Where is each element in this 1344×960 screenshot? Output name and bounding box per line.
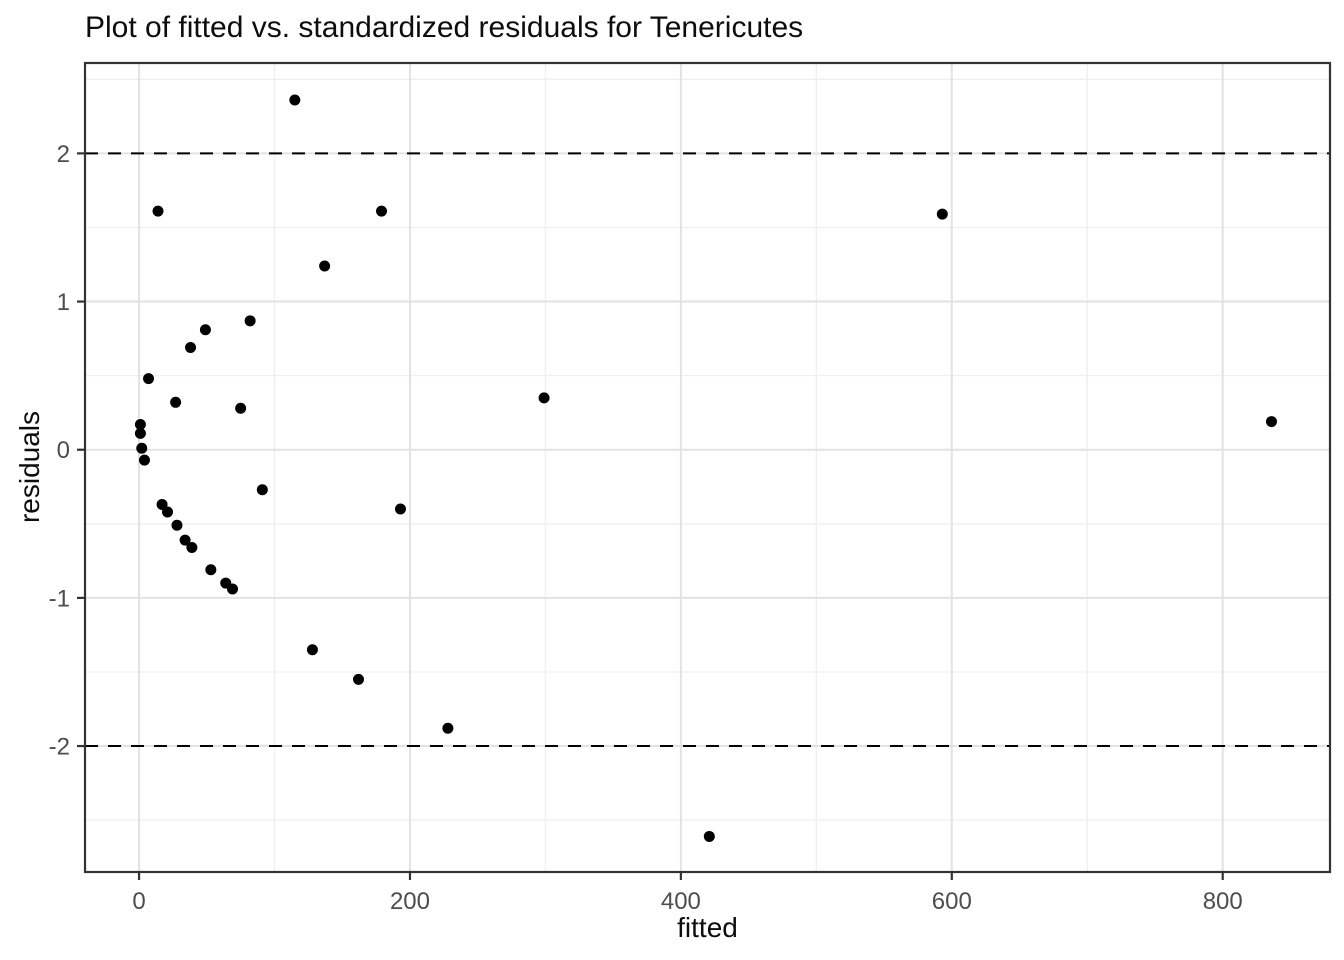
- data-point: [171, 519, 183, 531]
- x-tick-label: 400: [661, 888, 701, 915]
- y-tick-label: -2: [49, 734, 70, 761]
- data-point: [936, 208, 948, 220]
- data-point: [170, 396, 182, 408]
- data-point: [538, 392, 550, 404]
- data-point: [134, 427, 146, 439]
- data-point: [186, 542, 198, 554]
- data-point: [152, 205, 164, 217]
- data-point: [244, 315, 256, 327]
- x-tick-label: 200: [390, 888, 430, 915]
- y-tick-label: -1: [49, 585, 70, 612]
- data-point: [134, 419, 146, 431]
- data-point: [138, 454, 150, 466]
- x-tick-label: 600: [932, 888, 972, 915]
- panel-border: [83, 61, 1332, 874]
- plot-title: Plot of fitted vs. standardized residual…: [85, 11, 804, 44]
- data-point: [289, 94, 301, 106]
- y-axis-title: residuals: [14, 410, 45, 524]
- data-point: [199, 324, 211, 336]
- y-tick-label: 2: [57, 141, 70, 168]
- data-point: [205, 564, 217, 576]
- data-point: [185, 341, 197, 353]
- x-axis-title: fitted: [677, 912, 738, 943]
- data-point: [136, 442, 148, 454]
- data-point: [703, 830, 715, 842]
- data-point: [227, 583, 239, 595]
- data-point: [143, 373, 155, 385]
- data-point: [376, 205, 388, 217]
- x-tick-label: 0: [132, 888, 145, 915]
- data-point: [161, 506, 173, 518]
- y-tick-label: 1: [57, 289, 70, 316]
- data-point: [1265, 416, 1277, 428]
- data-point: [442, 722, 454, 734]
- data-point: [306, 644, 318, 656]
- data-point: [319, 260, 331, 272]
- x-tick-label: 800: [1203, 888, 1243, 915]
- data-point: [256, 484, 268, 496]
- data-point: [352, 673, 364, 685]
- plot-panel: [85, 63, 1330, 872]
- data-point: [179, 534, 191, 546]
- data-point: [394, 503, 406, 515]
- data-point: [235, 402, 247, 414]
- y-tick-label: 0: [57, 437, 70, 464]
